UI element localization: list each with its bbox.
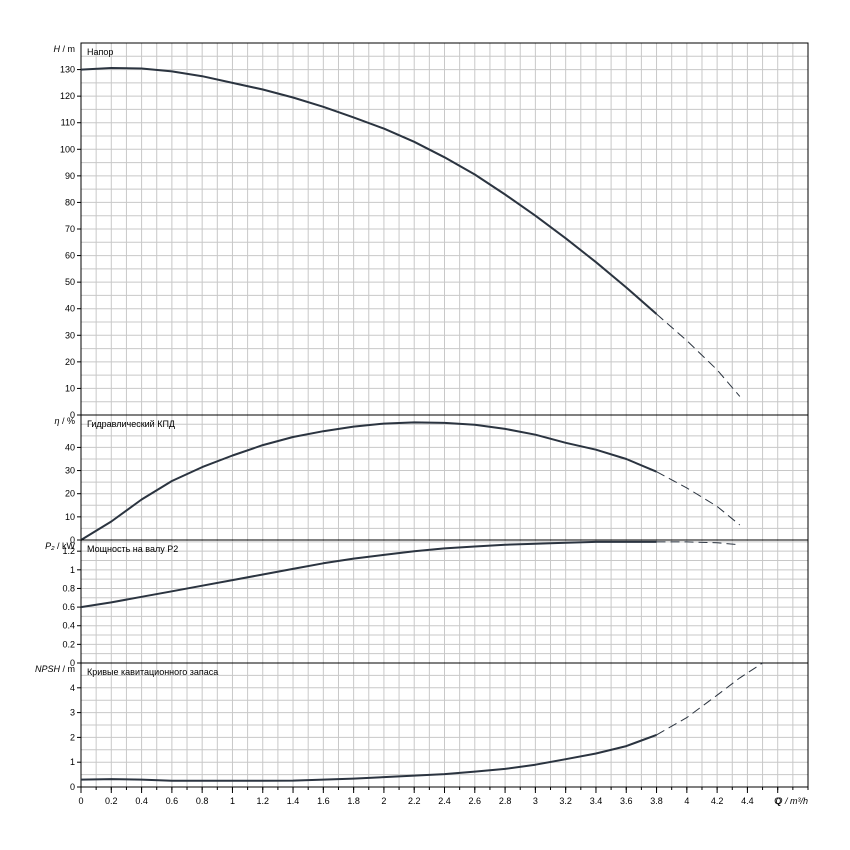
y-tick-label: 10 (65, 383, 75, 393)
x-tick-label: 2.6 (469, 796, 482, 806)
y-tick-label: 60 (65, 251, 75, 261)
panel-1: 0 10 20 30 40 50 60 70 80 90 100 110 120 130 H / m Напо… (54, 42, 809, 420)
curve-extrapolated (656, 662, 763, 736)
y-tick-label: 0.6 (62, 602, 75, 612)
y-tick-label: 0 (70, 410, 75, 420)
y-tick-label: 20 (65, 357, 75, 367)
x-tick-label: 4 (684, 796, 689, 806)
x-tick-label: 3.4 (590, 796, 603, 806)
curve-extrapolated (656, 541, 740, 546)
y-tick-label: 40 (65, 304, 75, 314)
y-axis-unit: / m (60, 664, 75, 674)
y-axis-variable: H (54, 44, 61, 54)
panel-2: 0 10 20 30 40 η / % Гидравлический КПД (54, 414, 809, 545)
y-tick-label: 80 (65, 197, 75, 207)
x-tick-label: 3.8 (650, 796, 663, 806)
y-tick-label: 1.2 (62, 546, 75, 556)
y-axis-label: H / m (54, 44, 76, 54)
y-tick-label: 3 (70, 708, 75, 718)
y-tick-label: 0.2 (62, 639, 75, 649)
y-tick-label: 1 (70, 757, 75, 767)
y-axis-label: η / % (54, 416, 75, 426)
y-axis-variable: η (54, 416, 59, 426)
y-tick-label: 90 (65, 171, 75, 181)
y-tick-label: 10 (65, 512, 75, 522)
x-tick-label: 3.2 (559, 796, 572, 806)
panel-title: Мощность на валу P2 (87, 544, 178, 554)
curve-operating (80, 733, 657, 782)
x-tick-label: Q (774, 796, 781, 806)
y-axis-unit: / % (59, 416, 75, 426)
x-tick-label: 1 (230, 796, 235, 806)
y-axis-unit: / m (60, 44, 75, 54)
x-tick-label: 3.6 (620, 796, 633, 806)
x-tick-label: 2.2 (408, 796, 421, 806)
y-tick-label: 0.4 (62, 621, 75, 631)
y-axis-variable: NPSH (35, 664, 61, 674)
y-tick-label: 0 (70, 658, 75, 668)
y-axis-label: NPSH / m (35, 664, 75, 674)
y-tick-label: 4 (70, 683, 75, 693)
y-tick-label: 50 (65, 277, 75, 287)
panel-title: Гидравлический КПД (87, 419, 175, 429)
x-tick-label: 1.6 (317, 796, 330, 806)
x-tick-label: 0 (78, 796, 83, 806)
x-tick-label: 2.8 (499, 796, 512, 806)
x-tick-label: 2.4 (438, 796, 451, 806)
y-tick-label: 30 (65, 330, 75, 340)
curve-extrapolated (656, 471, 741, 526)
y-tick-label: 2 (70, 732, 75, 742)
x-tick-label: 4.2 (711, 796, 724, 806)
x-tick-label: 4.4 (741, 796, 754, 806)
x-tick-label: 2 (381, 796, 386, 806)
y-tick-label: 0 (70, 535, 75, 545)
x-tick-label: 0.6 (166, 796, 179, 806)
curve-extrapolated (656, 313, 741, 397)
curve-operating (80, 421, 657, 541)
y-tick-label: 0.8 (62, 583, 75, 593)
x-axis: 0 0.2 0.4 0.6 0.8 1 1.2 1.4 1.6 1.8 2 2.2 2.4 2.6 2.8 3… (78, 787, 809, 806)
x-tick-label: 0.8 (196, 796, 209, 806)
y-tick-label: 100 (60, 144, 75, 154)
y-axis-unit: / kW (55, 541, 76, 551)
x-tick-label: 0.2 (105, 796, 118, 806)
y-tick-label: 0 (70, 782, 75, 792)
y-tick-label: 70 (65, 224, 75, 234)
y-axis-label: P₂ / kW (45, 541, 75, 551)
panel-title: Кривые кавитационного запаса (87, 667, 218, 677)
panel-3: 00.20.40.60.811.2P₂ / kW Мощность на валу… (45, 539, 809, 668)
y-axis-variable: P₂ (45, 541, 55, 551)
curve-operating (80, 67, 658, 315)
panel-title: Напор (87, 47, 113, 57)
x-tick-label: 1.4 (287, 796, 300, 806)
x-tick-label: 3 (533, 796, 538, 806)
curve-operating (80, 540, 657, 609)
y-tick-label: 20 (65, 489, 75, 499)
y-tick-label: 40 (65, 442, 75, 452)
y-tick-label: 1 (70, 565, 75, 575)
y-tick-label: 110 (61, 118, 75, 128)
x-tick-label: 1.2 (256, 796, 269, 806)
x-tick-label: 1.8 (347, 796, 360, 806)
y-tick-label: 30 (65, 466, 75, 476)
y-tick-label: 130 (60, 65, 75, 75)
y-tick-label: 120 (60, 91, 75, 101)
x-axis-label: Q / m³/h (775, 796, 808, 806)
x-tick-label: 0.4 (135, 796, 148, 806)
